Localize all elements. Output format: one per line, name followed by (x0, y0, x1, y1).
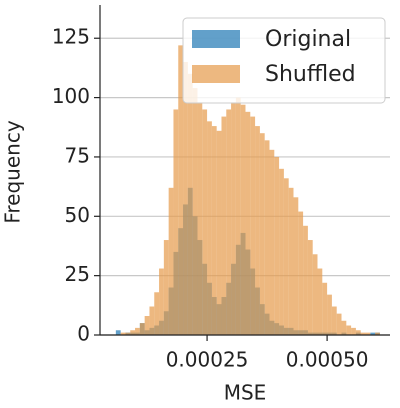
histogram-bar (240, 104, 246, 336)
histogram-bar (197, 102, 203, 335)
histogram-bar (346, 325, 352, 335)
histogram-bar (178, 45, 184, 335)
histogram-bar (312, 254, 318, 335)
histogram-bar (149, 306, 155, 335)
y-tick-label: 0 (77, 322, 90, 346)
histogram-bar (187, 73, 193, 335)
histogram-bar (360, 332, 366, 335)
histogram-bar (307, 240, 313, 335)
y-tick-label: 100 (52, 84, 90, 108)
histogram-bar (163, 240, 169, 335)
histogram-bar (269, 149, 275, 335)
histogram-bar (351, 327, 356, 335)
histogram-bar (355, 330, 361, 335)
histogram-bar (375, 332, 380, 335)
histogram-bar (125, 332, 131, 335)
x-axis-label: MSE (224, 381, 267, 405)
histogram-bar (168, 187, 174, 335)
histogram-bar (226, 109, 232, 335)
histogram-bar (255, 126, 260, 336)
histogram-bar (221, 116, 227, 335)
histogram-bar (327, 294, 332, 335)
histogram-bar (231, 102, 236, 335)
y-tick-label: 125 (52, 25, 90, 49)
histogram-bar (331, 306, 337, 335)
histogram-bar (135, 327, 140, 335)
histogram-bar (279, 168, 284, 335)
histogram-bar (130, 330, 136, 335)
histogram-bar (283, 178, 289, 335)
histogram-bar (298, 211, 304, 335)
histogram-bar (341, 320, 347, 335)
histogram-bar (322, 282, 328, 335)
histogram-bar (139, 323, 145, 335)
histogram-bar (216, 130, 222, 335)
histogram-bar (183, 61, 188, 335)
y-tick-label: 25 (65, 262, 90, 286)
histogram-bar (303, 225, 308, 335)
histogram-bar (288, 187, 294, 335)
y-axis-label: Frequency (1, 120, 25, 223)
histogram-bar (144, 316, 150, 335)
legend-label: Original (265, 27, 351, 52)
y-tick-label: 50 (65, 203, 90, 227)
histogram-bar (250, 116, 256, 335)
histogram-bar (202, 109, 208, 335)
x-tick-label: 0.00050 (286, 348, 369, 372)
histogram-bar (370, 332, 376, 335)
legend-label: Shuffled (265, 62, 356, 87)
histogram-bar (336, 313, 342, 335)
histogram-bar (264, 140, 270, 335)
histogram-bar (207, 121, 212, 335)
histogram-bar (192, 88, 198, 335)
histogram-bar (120, 332, 126, 335)
histogram-bar (293, 197, 299, 335)
y-tick-label: 75 (65, 143, 90, 167)
histogram-bar (154, 292, 160, 335)
histogram-bar (274, 156, 280, 335)
histogram-bar (173, 109, 179, 335)
legend: Original Shuffled (182, 17, 386, 104)
legend-swatch (192, 65, 240, 83)
histogram-bar (159, 268, 164, 335)
histogram-bar (259, 133, 265, 335)
x-tick-label: 0.00025 (166, 348, 249, 372)
histogram-bar (365, 332, 371, 335)
legend-swatch (192, 30, 240, 48)
histogram-bar (115, 330, 121, 335)
histogram-bar (317, 268, 323, 335)
histogram-bar (235, 97, 241, 335)
histogram-bar (245, 111, 251, 335)
histogram-bar (211, 126, 217, 336)
